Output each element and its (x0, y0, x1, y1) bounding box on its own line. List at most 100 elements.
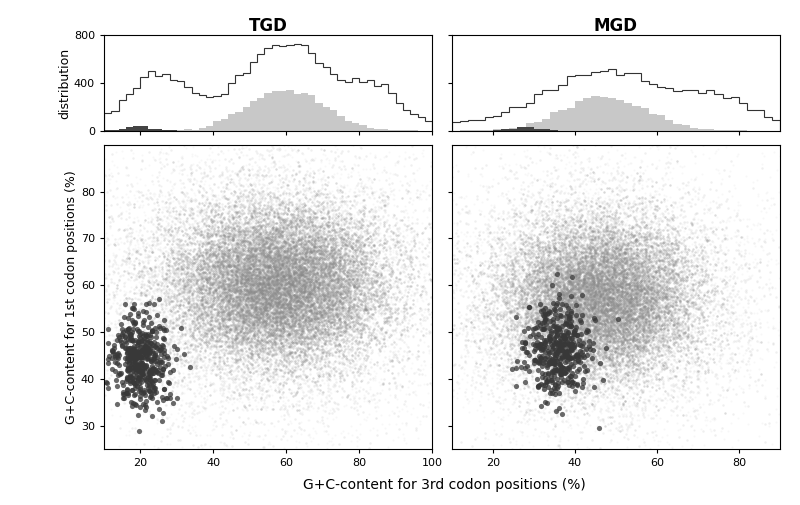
Point (277, 301, 290, 309)
Point (350, 290, 362, 298)
Point (662, 276, 675, 284)
Point (689, 298, 702, 306)
Point (460, 395, 473, 403)
Point (294, 200, 306, 208)
Point (568, 257, 581, 265)
Point (170, 299, 182, 307)
Point (537, 349, 550, 357)
Point (764, 173, 777, 181)
Point (266, 316, 278, 324)
Point (643, 310, 656, 318)
Point (320, 328, 333, 336)
Point (318, 316, 331, 324)
Point (154, 348, 167, 356)
Point (586, 373, 599, 381)
Point (296, 310, 309, 318)
Point (329, 221, 342, 229)
Point (632, 282, 645, 290)
Point (631, 274, 644, 282)
Point (420, 312, 433, 320)
Point (637, 354, 650, 362)
Point (201, 266, 214, 274)
Point (586, 304, 599, 312)
Point (124, 327, 137, 335)
Point (329, 237, 342, 245)
Point (622, 249, 634, 258)
Point (580, 302, 593, 310)
Point (314, 233, 326, 241)
Point (296, 253, 309, 261)
Point (86, 280, 99, 288)
Point (534, 238, 546, 246)
Point (579, 300, 592, 309)
Point (650, 242, 662, 250)
Point (630, 319, 643, 327)
Point (743, 272, 756, 280)
Point (490, 379, 503, 387)
Point (385, 235, 398, 243)
Point (611, 307, 624, 315)
Point (226, 337, 238, 345)
Point (88, 361, 101, 369)
Point (600, 321, 613, 329)
Point (267, 284, 280, 292)
Point (561, 228, 574, 236)
Point (666, 320, 679, 328)
Point (298, 392, 310, 400)
Point (521, 256, 534, 264)
Point (349, 347, 362, 356)
Point (452, 372, 465, 380)
Point (170, 307, 183, 315)
Point (301, 242, 314, 250)
Point (138, 388, 150, 396)
Point (314, 310, 327, 318)
Point (365, 329, 378, 337)
Point (643, 235, 656, 243)
Point (624, 346, 637, 354)
Point (270, 211, 282, 219)
Point (193, 158, 206, 166)
Point (221, 368, 234, 376)
Point (204, 303, 217, 311)
Point (250, 212, 263, 220)
Point (343, 329, 356, 337)
Point (634, 347, 646, 355)
Point (517, 259, 530, 267)
Point (299, 373, 312, 381)
Point (236, 310, 249, 318)
Point (633, 260, 646, 268)
Point (592, 304, 605, 312)
Point (452, 262, 465, 270)
Point (515, 293, 528, 301)
Point (622, 244, 634, 252)
Point (314, 313, 327, 321)
Point (202, 233, 214, 241)
Point (254, 291, 267, 299)
Point (257, 286, 270, 294)
Point (97, 374, 110, 382)
Point (261, 283, 274, 291)
Point (206, 134, 218, 142)
Point (602, 292, 614, 300)
Point (167, 259, 180, 267)
Point (254, 305, 267, 313)
Point (313, 386, 326, 394)
Point (638, 238, 650, 246)
Point (548, 254, 561, 262)
Point (665, 266, 678, 274)
Point (628, 334, 641, 342)
Point (666, 346, 679, 355)
Point (268, 236, 281, 244)
Point (586, 328, 598, 336)
Point (552, 270, 565, 278)
Point (584, 254, 597, 262)
Point (530, 354, 542, 362)
Point (197, 282, 210, 290)
Point (273, 229, 286, 237)
Point (564, 393, 577, 401)
Point (520, 381, 533, 389)
Point (314, 349, 327, 358)
Point (571, 300, 584, 308)
Point (596, 388, 609, 396)
Point (246, 321, 259, 329)
